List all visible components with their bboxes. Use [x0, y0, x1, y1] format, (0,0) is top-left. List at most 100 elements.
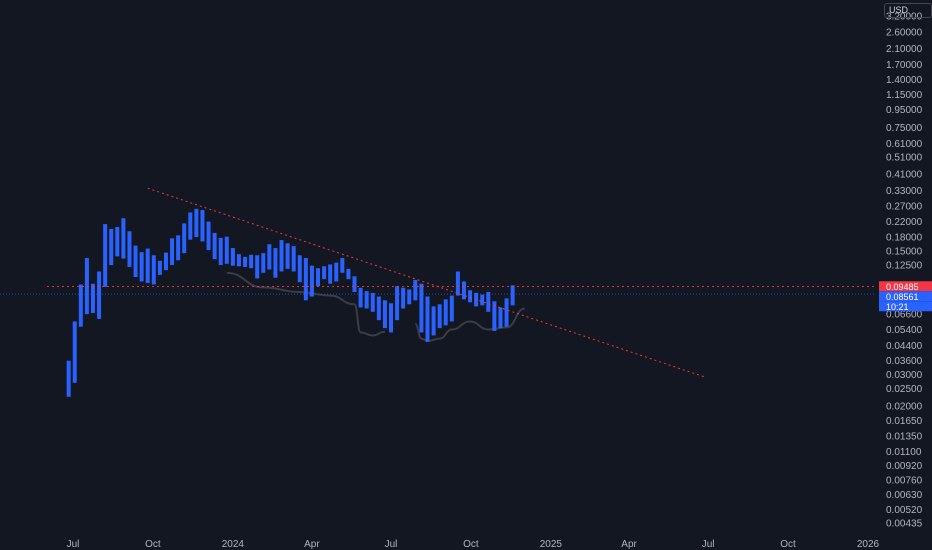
y-tick-label: 0.01650: [886, 416, 923, 427]
y-tick-label: 2.60000: [886, 27, 923, 38]
price-bar: [163, 252, 168, 271]
y-tick-label: 0.04400: [886, 341, 923, 352]
price-bar: [413, 279, 418, 301]
y-tick-label: 0.00520: [886, 505, 923, 516]
y-tick-label: 0.06600: [886, 310, 923, 321]
x-tick-label: 2025: [540, 539, 563, 550]
price-bar: [431, 306, 436, 336]
y-tick-label: 0.22000: [886, 217, 923, 228]
price-bar: [139, 252, 144, 282]
x-tick-label: Oct: [463, 539, 479, 550]
price-bar: [322, 266, 327, 280]
y-tick-label: 0.33000: [886, 186, 923, 197]
x-tick-label: Apr: [621, 539, 637, 550]
price-bar: [66, 360, 71, 397]
price-bar: [224, 236, 229, 264]
y-tick-label: 0.03000: [886, 370, 923, 381]
price-bar: [395, 286, 400, 321]
price-bar: [364, 291, 369, 309]
y-tick-label: 1.15000: [886, 90, 923, 101]
y-tick-label: 1.40000: [886, 75, 923, 86]
price-bar: [401, 287, 406, 309]
price-bar: [212, 232, 217, 260]
price-bar: [486, 292, 491, 312]
y-tick-label: 0.61000: [886, 139, 923, 150]
price-bar: [419, 283, 424, 333]
price-bar: [127, 231, 132, 267]
price-bar: [255, 255, 260, 279]
price-bar: [437, 304, 442, 329]
price-bar: [309, 265, 314, 297]
price-bar: [182, 223, 187, 254]
y-tick-label: 0.05400: [886, 325, 923, 336]
x-tick-label: Jul: [702, 539, 715, 550]
price-bar: [358, 287, 363, 308]
price-bar: [455, 271, 460, 296]
y-tick-label: 0.02000: [886, 401, 923, 412]
price-bar: [510, 285, 515, 306]
price-bar: [133, 245, 138, 278]
x-tick-label: 2024: [222, 539, 245, 550]
price-bar: [78, 284, 83, 327]
y-tick-label: 0.51000: [886, 153, 923, 164]
price-bar: [376, 296, 381, 321]
y-tick-label: 2.10000: [886, 44, 923, 55]
price-bar: [103, 224, 108, 287]
price-bar: [151, 255, 156, 285]
price-axis[interactable]: 3.200002.600002.100001.700001.400001.150…: [886, 12, 923, 530]
price-bar: [443, 299, 448, 326]
price-bar: [328, 264, 333, 284]
price-bar: [236, 254, 241, 267]
price-bar: [145, 248, 150, 283]
price-bar: [468, 290, 473, 303]
price-bar: [157, 260, 162, 275]
y-tick-label: 0.00435: [886, 519, 923, 530]
price-bar: [340, 258, 345, 273]
x-tick-label: Jul: [67, 539, 80, 550]
price-badge-label: 0.08561: [886, 292, 919, 302]
price-badge: [879, 281, 932, 292]
price-bar: [90, 283, 95, 313]
drawn-lines: [0, 187, 876, 378]
trend-line: [147, 187, 706, 378]
price-bar: [267, 244, 272, 270]
price-bar: [230, 248, 235, 266]
x-tick-label: Jul: [385, 539, 398, 550]
price-bar: [200, 210, 205, 242]
price-bar: [279, 240, 284, 272]
price-bar: [121, 218, 126, 259]
price-bar: [352, 276, 357, 293]
price-bar: [115, 227, 120, 257]
y-tick-label: 0.15000: [886, 247, 923, 258]
y-tick-label: 0.02500: [886, 384, 923, 395]
price-bar: [170, 238, 175, 266]
y-tick-label: 0.95000: [886, 105, 923, 116]
price-bar: [480, 294, 485, 306]
y-tick-label: 0.01100: [886, 447, 922, 458]
x-tick-label: Apr: [304, 539, 320, 550]
price-bar: [249, 254, 254, 269]
x-tick-label: Oct: [780, 539, 796, 550]
price-bar: [407, 289, 412, 305]
price-badge-label: 10:21: [886, 302, 909, 312]
price-bar: [109, 228, 114, 266]
price-bar: [346, 268, 351, 280]
price-bar: [194, 208, 199, 238]
time-axis[interactable]: Jul Oct 2024 Apr Jul Oct 2025 Apr Jul Oct 2026: [67, 539, 880, 550]
price-bar: [316, 268, 321, 287]
price-bar: [261, 253, 266, 273]
y-tick-label: 0.00630: [886, 490, 923, 501]
price-bar: [297, 255, 302, 283]
price-bar: [461, 281, 466, 300]
y-tick-label: 0.41000: [886, 169, 923, 180]
price-bar: [449, 295, 454, 322]
price-bar: [72, 321, 77, 383]
price-bar: [389, 303, 393, 333]
currency-label[interactable]: USD: [884, 3, 932, 18]
price-bar: [285, 243, 290, 269]
price-bar: [425, 296, 430, 342]
price-badge-label: 0.09485: [886, 282, 919, 292]
x-tick-label: 2026: [857, 539, 880, 550]
